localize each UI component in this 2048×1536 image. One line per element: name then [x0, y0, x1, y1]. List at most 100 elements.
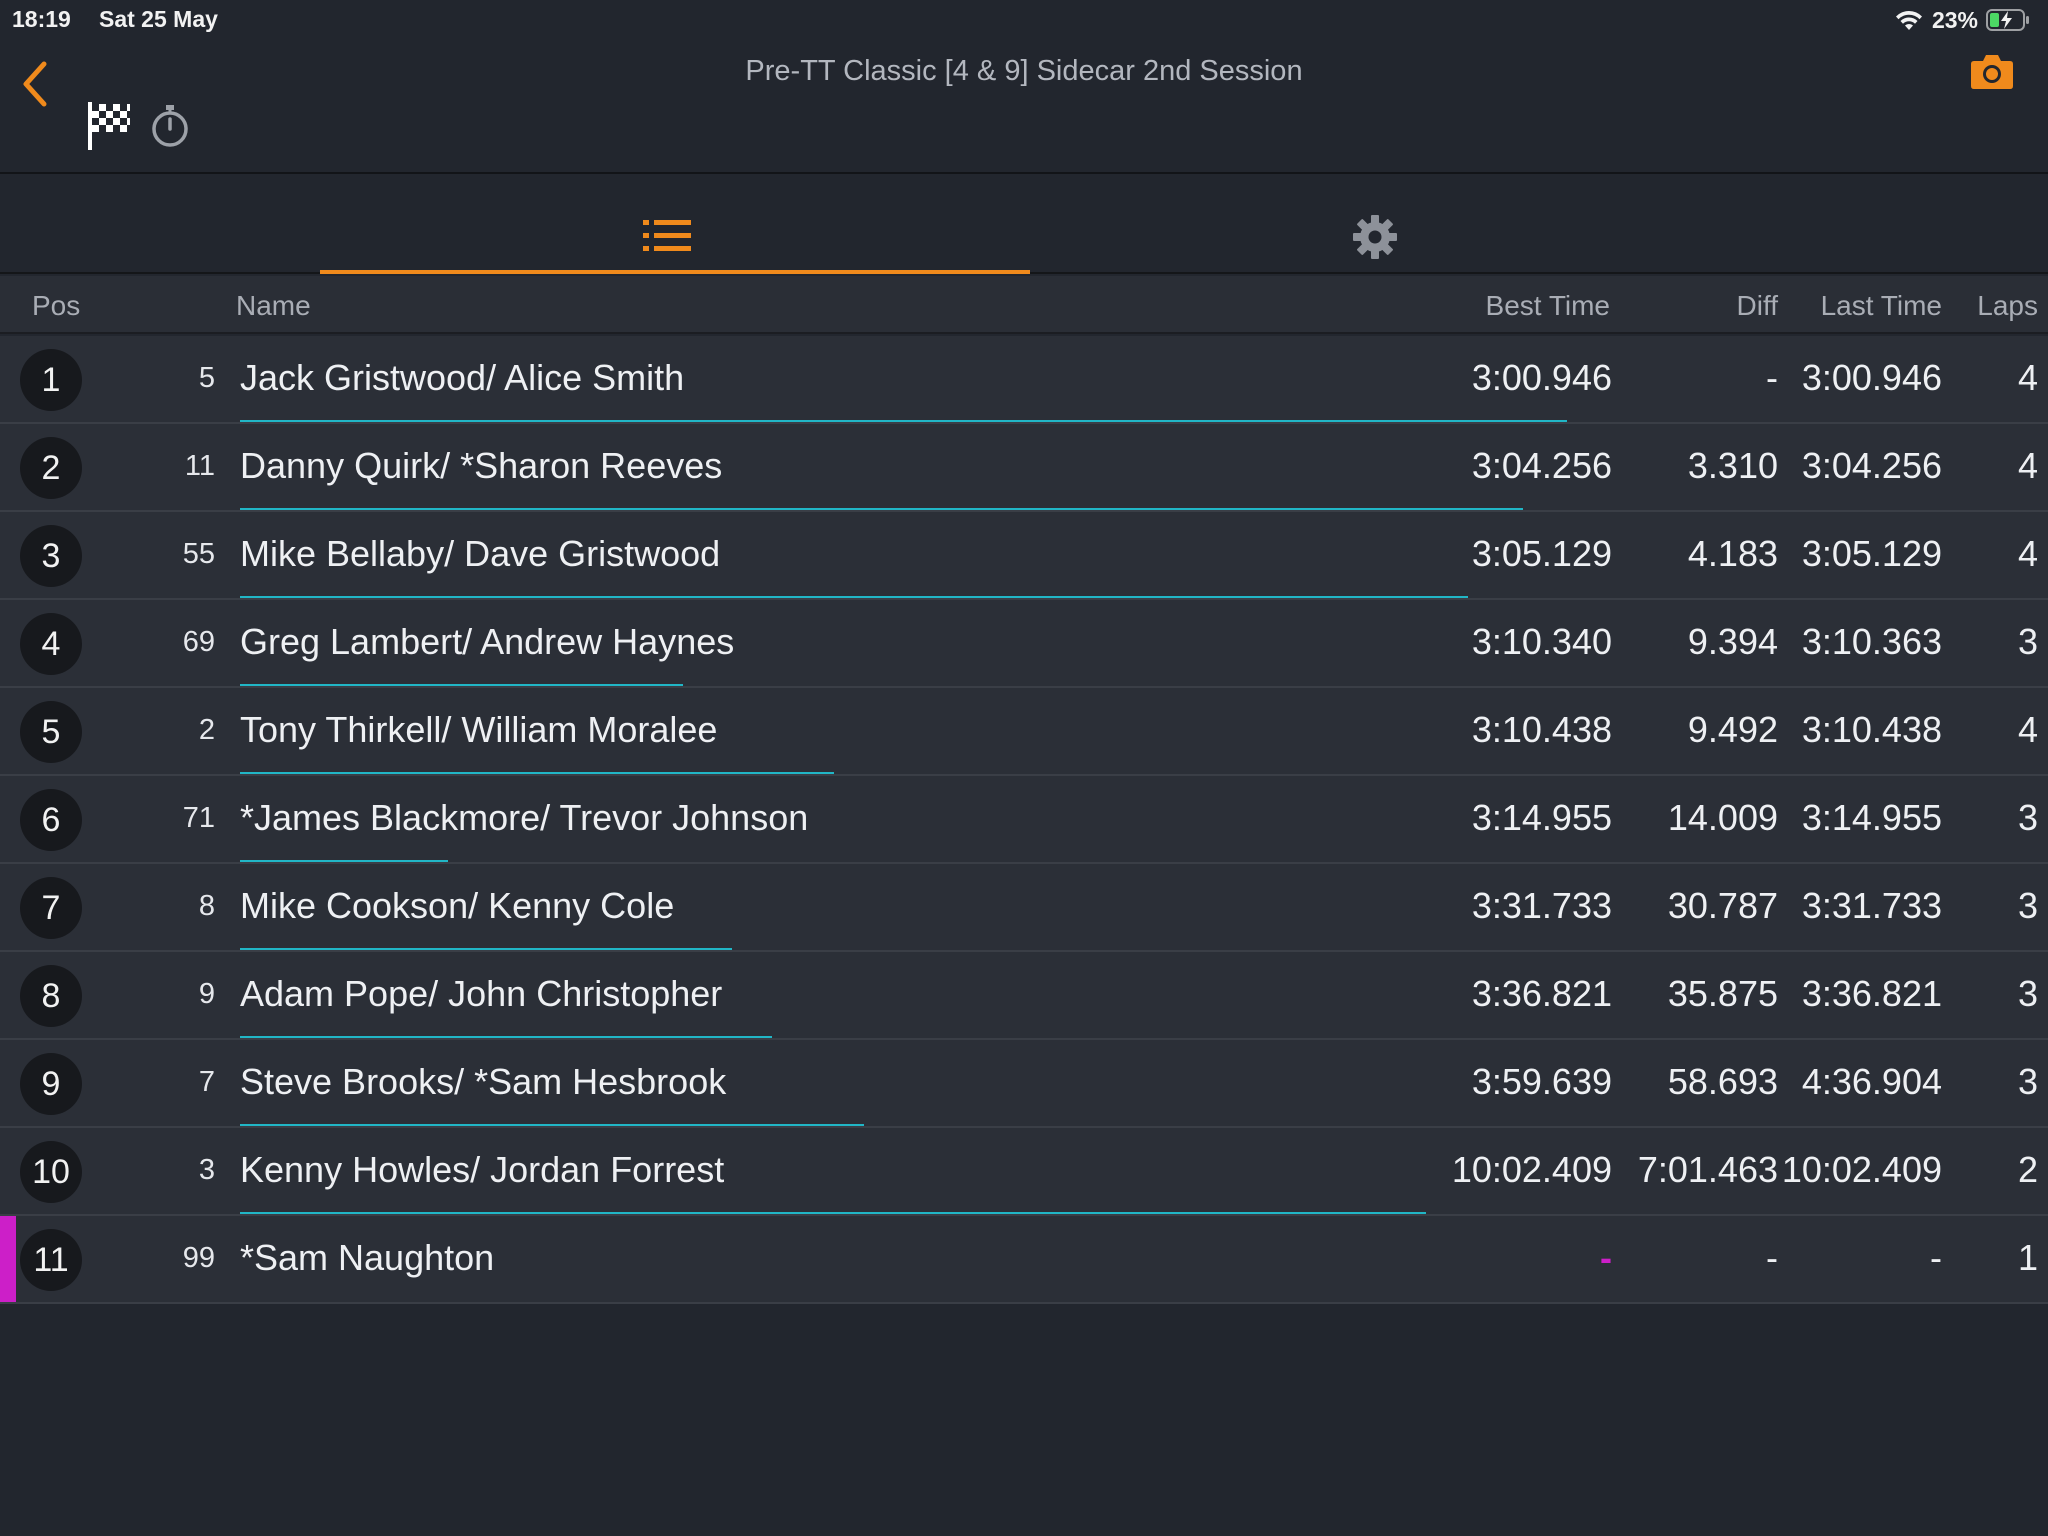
table-row[interactable]: 5 2 Tony Thirkell/ William Moralee 3:10.…: [0, 688, 2048, 776]
lap-progress-bar: [240, 420, 1567, 422]
rider-names: Jack Gristwood/ Alice Smith: [240, 357, 685, 398]
column-best-time[interactable]: Best Time: [1485, 290, 1610, 321]
race-number: 9: [198, 978, 215, 1010]
tab-leaderboard[interactable]: [320, 176, 1030, 274]
lap-progress-bar: [240, 1212, 1427, 1214]
lap-progress-track: [240, 684, 1972, 686]
rider-names: Adam Pope/ John Christopher: [240, 973, 723, 1014]
time-diff: 14.009: [1667, 797, 1778, 838]
lap-count: 1: [2017, 1237, 2038, 1278]
position-badge: 10: [20, 1141, 82, 1203]
race-number: 8: [198, 890, 215, 922]
lap-progress-bar: [240, 1124, 864, 1126]
race-number: 7: [198, 1066, 215, 1098]
status-date: Sat 25 May: [99, 6, 218, 32]
time-diff: 4.183: [1687, 533, 1778, 574]
time-diff: 30.787: [1667, 885, 1778, 926]
time-diff: 9.492: [1687, 709, 1778, 750]
table-row[interactable]: 9 7 Steve Brooks/ *Sam Hesbrook 3:59.639…: [0, 1040, 2048, 1128]
race-number: 69: [182, 626, 215, 658]
column-laps[interactable]: Laps: [1977, 290, 2038, 321]
back-chevron-icon[interactable]: [16, 58, 56, 110]
best-time: 3:59.639: [1471, 1061, 1612, 1102]
best-time: -: [1600, 1237, 1612, 1278]
rider-names: Steve Brooks/ *Sam Hesbrook: [240, 1061, 727, 1102]
last-time: 3:04.256: [1801, 445, 1942, 486]
column-diff[interactable]: Diff: [1736, 290, 1779, 321]
battery-charging-icon: [1986, 9, 2029, 31]
last-time: 3:00.946: [1801, 357, 1942, 398]
race-number: 99: [182, 1242, 215, 1274]
tab-selected-indicator: [320, 270, 1030, 274]
column-last-time[interactable]: Last Time: [1820, 290, 1942, 321]
list-icon: [643, 220, 691, 251]
time-diff: 58.693: [1667, 1061, 1778, 1102]
table-row[interactable]: 8 9 Adam Pope/ John Christopher 3:36.821…: [0, 952, 2048, 1040]
lap-count: 2: [2017, 1149, 2038, 1190]
table-row[interactable]: 11 99 *Sam Naughton - - - 1: [0, 1216, 2048, 1304]
rider-names: Tony Thirkell/ William Moralee: [240, 709, 718, 750]
time-diff: -: [1766, 357, 1778, 398]
best-time: 3:00.946: [1471, 357, 1612, 398]
rider-names: *James Blackmore/ Trevor Johnson: [240, 797, 809, 838]
tab-settings[interactable]: [1030, 176, 1720, 272]
lap-count: 3: [2017, 1061, 2038, 1102]
lap-progress-track: [240, 1212, 1972, 1214]
lap-count: 3: [2017, 973, 2038, 1014]
column-name[interactable]: Name: [236, 290, 311, 321]
table-row[interactable]: 10 3 Kenny Howles/ Jordan Forrest 10:02.…: [0, 1128, 2048, 1216]
lap-progress-track: [240, 1300, 1972, 1302]
last-time: 3:36.821: [1801, 973, 1942, 1014]
lap-progress-bar: [240, 1036, 772, 1038]
rider-names: Danny Quirk/ *Sharon Reeves: [240, 445, 723, 486]
table-row[interactable]: 7 8 Mike Cookson/ Kenny Cole 3:31.733 30…: [0, 864, 2048, 952]
last-time: 3:10.438: [1801, 709, 1942, 750]
position-badge: 11: [20, 1229, 82, 1291]
table-row[interactable]: 1 5 Jack Gristwood/ Alice Smith 3:00.946…: [0, 336, 2048, 424]
table-row[interactable]: 6 71 *James Blackmore/ Trevor Johnson 3:…: [0, 776, 2048, 864]
position-badge: 8: [20, 965, 82, 1027]
lap-progress-bar: [240, 772, 835, 774]
status-bar: 18:19 Sat 25 May 23%: [0, 0, 2048, 40]
best-time: 3:05.129: [1471, 533, 1612, 574]
lap-progress-track: [240, 1124, 1972, 1126]
lap-progress-bar: [240, 860, 448, 862]
rider-names: Greg Lambert/ Andrew Haynes: [240, 621, 735, 662]
best-time: 3:36.821: [1471, 973, 1612, 1014]
lap-progress-bar: [240, 508, 1524, 510]
last-time: -: [1930, 1237, 1942, 1278]
checkered-flag-icon: [88, 102, 130, 150]
race-number: 5: [198, 362, 215, 394]
position-badge: 3: [20, 525, 82, 587]
time-diff: 3.310: [1687, 445, 1778, 486]
lap-count: 4: [2017, 709, 2038, 750]
best-time: 3:04.256: [1471, 445, 1612, 486]
session-title: Pre-TT Classic [4 & 9] Sidecar 2nd Sessi…: [745, 55, 1303, 87]
table-row[interactable]: 2 11 Danny Quirk/ *Sharon Reeves 3:04.25…: [0, 424, 2048, 512]
lap-count: 4: [2017, 533, 2038, 574]
race-number: 3: [198, 1154, 215, 1186]
position-badge: 1: [20, 349, 82, 411]
stopwatch-icon: [152, 105, 188, 147]
rider-names: *Sam Naughton: [240, 1237, 495, 1278]
lap-progress-track: [240, 772, 1972, 774]
time-diff: 9.394: [1687, 621, 1778, 662]
status-marker: [0, 1216, 16, 1302]
column-header-row: Pos Name Best Time Diff Last Time Laps: [0, 276, 2048, 334]
lap-progress-track: [240, 596, 1972, 598]
status-right: 23%: [1894, 6, 2030, 34]
table-row[interactable]: 3 55 Mike Bellaby/ Dave Gristwood 3:05.1…: [0, 512, 2048, 600]
table-row[interactable]: 4 69 Greg Lambert/ Andrew Haynes 3:10.34…: [0, 600, 2048, 688]
view-tabs: [0, 176, 2048, 274]
lap-count: 3: [2017, 885, 2038, 926]
race-number: 2: [198, 714, 215, 746]
best-time: 10:02.409: [1451, 1149, 1612, 1190]
column-pos[interactable]: Pos: [32, 290, 81, 321]
lap-progress-track: [240, 948, 1972, 950]
camera-icon[interactable]: [1970, 52, 2014, 90]
position-badge: 6: [20, 789, 82, 851]
position-badge: 9: [20, 1053, 82, 1115]
rider-names: Kenny Howles/ Jordan Forrest: [240, 1149, 725, 1190]
status-time: 18:19: [12, 6, 71, 32]
